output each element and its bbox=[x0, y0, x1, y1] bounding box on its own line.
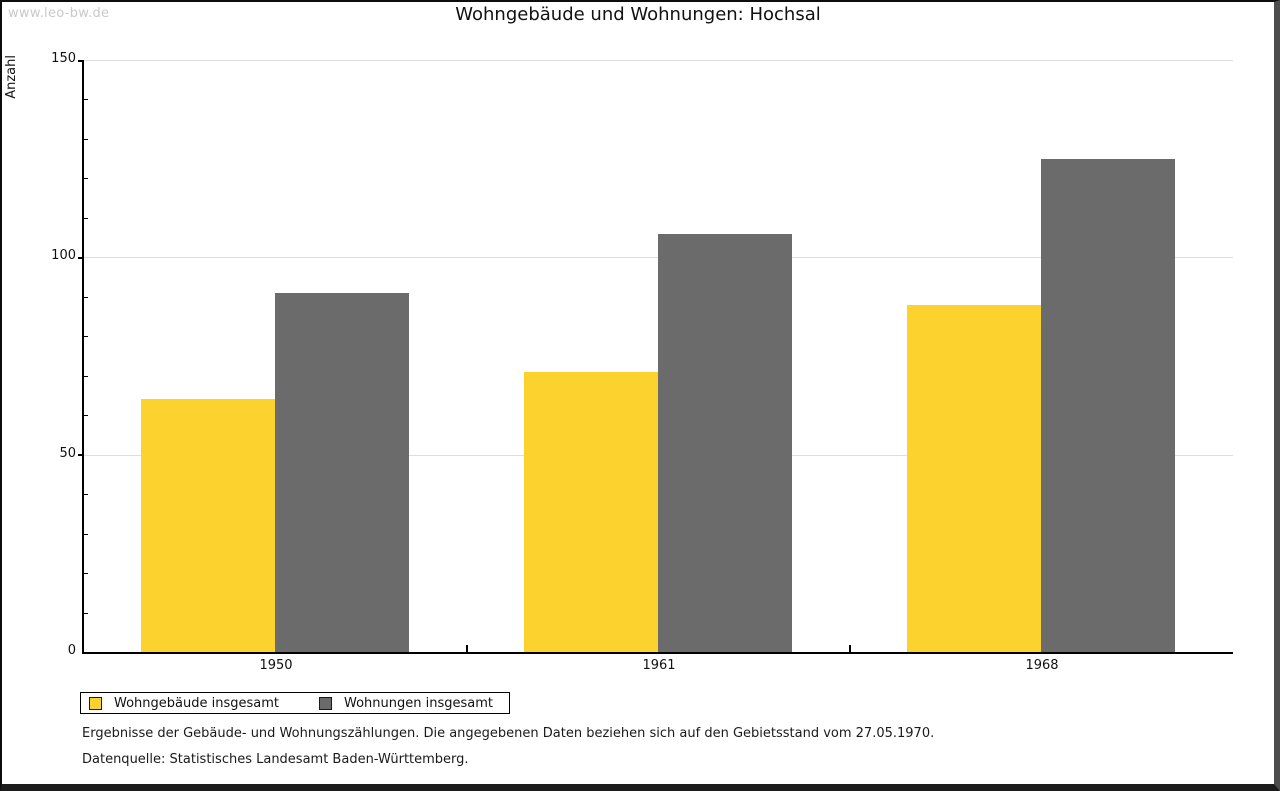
legend-swatch-wohnungen bbox=[319, 696, 332, 710]
bar-wohnungen-1961 bbox=[658, 234, 792, 652]
x-tick-label-1950: 1950 bbox=[259, 658, 293, 673]
y-major-tick-150 bbox=[78, 59, 84, 62]
legend-item-wohnungen: Wohnungen insgesamt bbox=[319, 696, 493, 711]
chart-title: Wohngebäude und Wohnungen: Hochsal bbox=[455, 4, 821, 25]
y-tick-label-150: 150 bbox=[51, 51, 76, 66]
x-boundary-tick-2 bbox=[849, 645, 851, 652]
y-axis-title: Anzahl bbox=[4, 55, 19, 99]
y-minor-tick-110 bbox=[84, 217, 88, 219]
bar-wohnungen-1950 bbox=[275, 293, 409, 652]
legend-swatch-wohngebaeude bbox=[89, 696, 102, 710]
y-minor-tick-90 bbox=[84, 296, 88, 298]
y-tick-label-0: 0 bbox=[67, 643, 76, 658]
y-major-tick-100 bbox=[78, 256, 84, 259]
y-minor-tick-130 bbox=[84, 138, 88, 140]
bar-wohngebaeude-1968 bbox=[907, 305, 1041, 652]
legend-label-wohnungen: Wohnungen insgesamt bbox=[344, 695, 493, 711]
x-boundary-tick-1 bbox=[466, 645, 468, 652]
y-minor-tick-120 bbox=[84, 178, 88, 180]
y-gridline-150 bbox=[84, 60, 1233, 61]
bar-wohngebaeude-1961 bbox=[524, 372, 658, 652]
y-minor-tick-140 bbox=[84, 99, 88, 101]
y-minor-tick-80 bbox=[84, 336, 88, 338]
legend: Wohngebäude insgesamt Wohnungen insgesam… bbox=[80, 692, 510, 714]
y-minor-tick-10 bbox=[84, 612, 88, 614]
bar-wohnungen-1968 bbox=[1041, 159, 1175, 652]
y-minor-tick-70 bbox=[84, 375, 88, 377]
footnote-line-2: Datenquelle: Statistisches Landesamt Bad… bbox=[82, 752, 469, 767]
plot-area: 0 50 100 150 1950 1961 1968 bbox=[51, 52, 1233, 673]
watermark: www.leo-bw.de bbox=[8, 6, 110, 21]
footnote-line-1: Ergebnisse der Gebäude- und Wohnungszähl… bbox=[82, 726, 935, 741]
y-minor-tick-60 bbox=[84, 415, 88, 417]
y-minor-tick-30 bbox=[84, 533, 88, 535]
y-minor-tick-20 bbox=[84, 573, 88, 575]
bar-wohngebaeude-1950 bbox=[141, 399, 275, 652]
legend-item-wohngebaeude: Wohngebäude insgesamt bbox=[89, 696, 279, 711]
y-minor-tick-40 bbox=[84, 494, 88, 496]
legend-label-wohngebaeude: Wohngebäude insgesamt bbox=[114, 695, 279, 711]
y-tick-label-50: 50 bbox=[59, 445, 76, 461]
y-major-tick-50 bbox=[78, 454, 84, 457]
y-tick-label-100: 100 bbox=[51, 248, 76, 264]
x-tick-label-1961: 1961 bbox=[642, 658, 676, 673]
x-tick-label-1968: 1968 bbox=[1025, 658, 1059, 673]
